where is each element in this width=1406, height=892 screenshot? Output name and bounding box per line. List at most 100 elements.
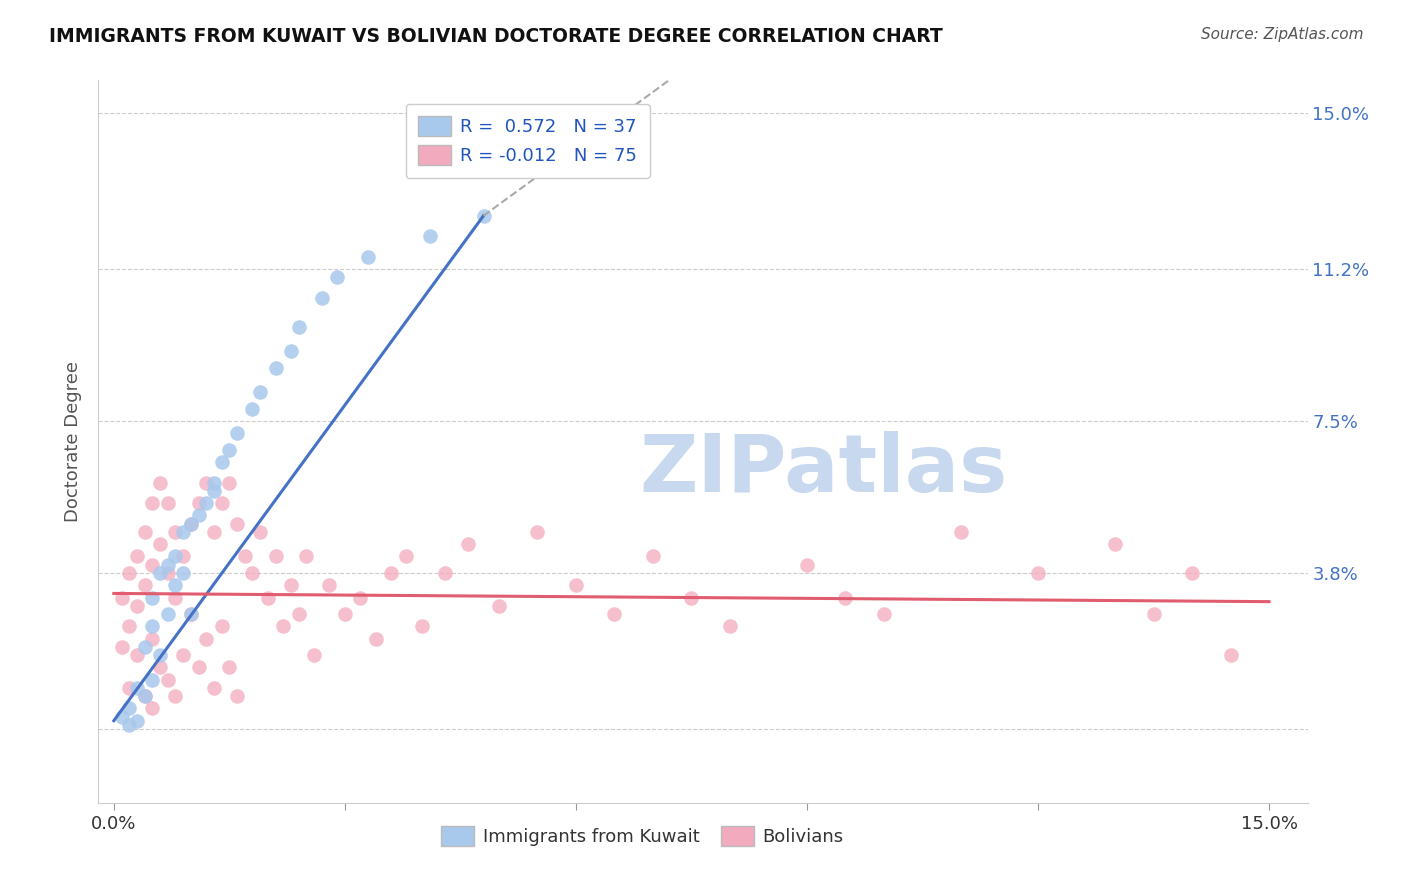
Point — [242, 566, 264, 580]
Point — [233, 549, 256, 564]
Point — [134, 689, 156, 703]
Point — [149, 475, 172, 490]
Point — [172, 566, 194, 580]
Point — [134, 640, 156, 654]
Point — [141, 591, 163, 605]
Point — [110, 591, 132, 605]
Point — [156, 566, 179, 580]
Point — [1104, 537, 1126, 551]
Point — [318, 578, 340, 592]
Point — [202, 681, 225, 695]
Point — [110, 640, 132, 654]
Point — [180, 516, 202, 531]
Point — [141, 632, 163, 646]
Point — [134, 689, 156, 703]
Point — [302, 648, 325, 662]
Point — [257, 591, 280, 605]
Point — [280, 578, 302, 592]
Point — [264, 360, 287, 375]
Point — [488, 599, 510, 613]
Point — [149, 660, 172, 674]
Point — [249, 385, 271, 400]
Point — [333, 607, 356, 621]
Point — [357, 250, 380, 264]
Point — [165, 524, 187, 539]
Point — [718, 619, 741, 633]
Point — [165, 578, 187, 592]
Point — [226, 689, 249, 703]
Point — [125, 549, 148, 564]
Point — [218, 660, 240, 674]
Point — [641, 549, 664, 564]
Point — [950, 524, 973, 539]
Point — [187, 508, 209, 523]
Point — [226, 426, 249, 441]
Point — [156, 607, 179, 621]
Point — [156, 673, 179, 687]
Point — [526, 524, 548, 539]
Point — [149, 566, 172, 580]
Text: Source: ZipAtlas.com: Source: ZipAtlas.com — [1201, 27, 1364, 42]
Point — [195, 632, 218, 646]
Point — [195, 475, 218, 490]
Point — [411, 619, 433, 633]
Point — [457, 537, 479, 551]
Point — [187, 496, 209, 510]
Point — [118, 681, 141, 695]
Point — [134, 524, 156, 539]
Point — [419, 229, 441, 244]
Point — [125, 714, 148, 728]
Point — [141, 496, 163, 510]
Point — [271, 619, 294, 633]
Point — [1181, 566, 1204, 580]
Point — [149, 537, 172, 551]
Point — [218, 442, 240, 457]
Point — [118, 619, 141, 633]
Point — [180, 607, 202, 621]
Point — [264, 549, 287, 564]
Point — [472, 209, 495, 223]
Point — [218, 475, 240, 490]
Point — [141, 701, 163, 715]
Point — [603, 607, 626, 621]
Point — [349, 591, 371, 605]
Point — [834, 591, 856, 605]
Point — [195, 496, 218, 510]
Point — [156, 558, 179, 572]
Point — [180, 516, 202, 531]
Point — [249, 524, 271, 539]
Point — [202, 524, 225, 539]
Point — [180, 607, 202, 621]
Point — [118, 566, 141, 580]
Point — [149, 648, 172, 662]
Point — [202, 483, 225, 498]
Point — [118, 701, 141, 715]
Point — [202, 475, 225, 490]
Point — [242, 401, 264, 416]
Point — [280, 344, 302, 359]
Point — [134, 578, 156, 592]
Point — [211, 496, 233, 510]
Point — [125, 599, 148, 613]
Text: IMMIGRANTS FROM KUWAIT VS BOLIVIAN DOCTORATE DEGREE CORRELATION CHART: IMMIGRANTS FROM KUWAIT VS BOLIVIAN DOCTO… — [49, 27, 943, 45]
Point — [796, 558, 818, 572]
Point — [125, 681, 148, 695]
Point — [226, 516, 249, 531]
Y-axis label: Doctorate Degree: Doctorate Degree — [65, 361, 83, 522]
Point — [287, 319, 309, 334]
Point — [1026, 566, 1049, 580]
Point — [172, 549, 194, 564]
Point — [295, 549, 318, 564]
Point — [364, 632, 387, 646]
Point — [681, 591, 703, 605]
Point — [287, 607, 309, 621]
Point — [326, 270, 349, 285]
Point — [873, 607, 896, 621]
Point — [172, 648, 194, 662]
Point — [433, 566, 456, 580]
Point — [311, 291, 333, 305]
Point — [125, 648, 148, 662]
Text: ZIPatlas: ZIPatlas — [640, 432, 1008, 509]
Point — [187, 660, 209, 674]
Point — [165, 591, 187, 605]
